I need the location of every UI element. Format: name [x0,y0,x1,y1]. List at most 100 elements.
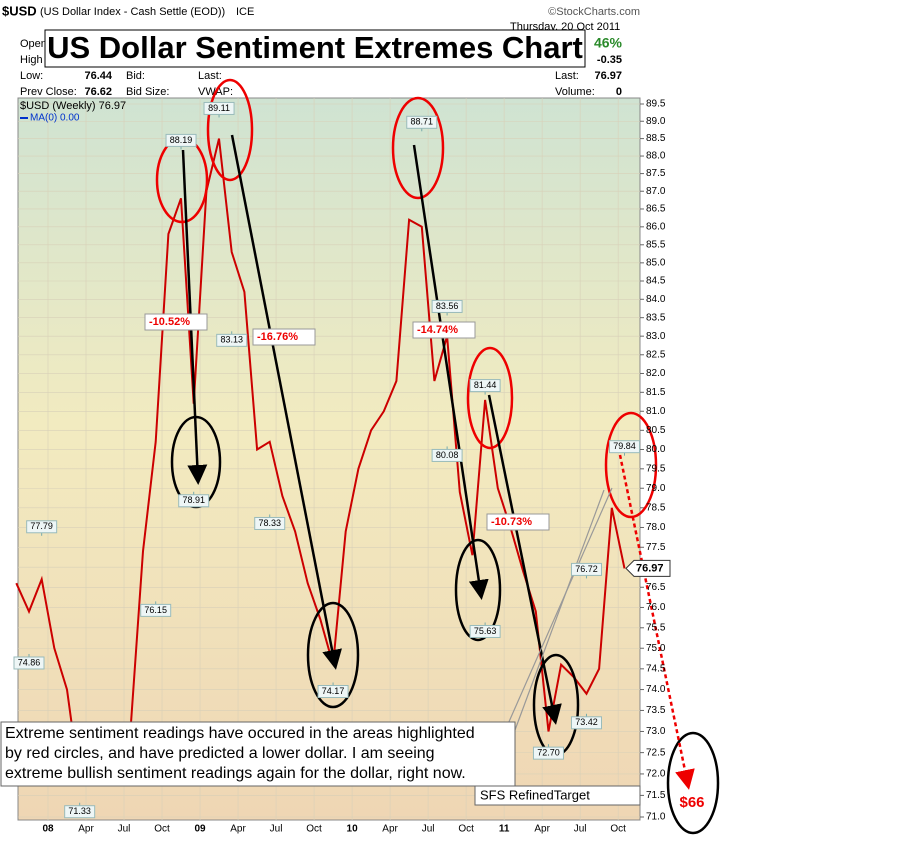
x-tick-label: Oct [306,824,322,835]
y-tick-label: 88.5 [646,133,666,144]
x-tick-label: 08 [42,824,54,835]
x-tick-label: 11 [499,824,510,835]
y-tick-label: 75.0 [646,643,666,654]
y-tick-label: 73.5 [646,705,666,716]
point-label: 76.72 [575,564,598,574]
y-tick-label: 78.0 [646,522,666,533]
high-label: High [20,54,43,66]
x-tick-label: Oct [458,824,474,835]
y-tick-label: 83.5 [646,312,666,323]
y-tick-label: 85.5 [646,239,666,250]
symbol: $USD [2,3,37,18]
y-tick-label: 89.0 [646,116,666,127]
plot-area [17,97,641,821]
last-tag [625,559,671,577]
y-tick-label: 80.5 [646,425,666,436]
credit: ©StockCharts.com [548,6,640,18]
point-label-box [532,746,564,760]
x-tick-label: Jul [422,824,435,835]
point-label-box [140,603,172,617]
open-label: Open [20,38,47,50]
y-tick-label: 84.5 [646,276,666,287]
y-tick-label: 84.0 [646,294,666,305]
y-tick-label: 76.0 [646,602,666,613]
description: (US Dollar Index - Cash Settle (EOD)) [40,6,225,18]
x-tick-label: Apr [230,824,246,835]
x-tick-label: Apr [382,824,398,835]
pct-change: 46% [594,35,623,51]
move-box [486,513,550,531]
move-box [252,328,316,346]
y-tick-label: 88.0 [646,151,666,162]
move-label: -10.73% [491,516,532,528]
red-circle [206,78,254,182]
x-tick-label: Oct [610,824,626,835]
note-box [0,721,516,787]
y-tick-label: 77.5 [646,542,666,553]
point-label: 78.33 [258,518,281,528]
y-tick-label: 78.5 [646,502,666,513]
point-label-box [469,379,501,393]
move-box [412,321,476,339]
target-arrow [618,454,695,790]
point-label-box [64,805,96,819]
note-line: extreme bullish sentiment readings again… [5,765,466,782]
point-label-box [317,685,349,699]
target-label: SFS RefinedTarget [480,787,590,802]
point-label: 76.15 [144,605,167,615]
y-tick-label: 71.0 [646,812,666,823]
y-tick-label: 81.0 [646,406,666,417]
y-tick-label: 86.5 [646,204,666,215]
red-circle [391,96,445,200]
x-tick-label: Jul [574,824,587,835]
low: 76.44 [84,70,112,82]
last-tag-label: 76.97 [636,562,664,574]
point-label: 79.84 [613,441,636,451]
y-tick-label: 80.0 [646,444,666,455]
x-tick-label: Apr [534,824,550,835]
point-label-box [469,624,501,638]
y-tick-label: 72.5 [646,747,666,758]
y-tick-label: 87.0 [646,186,666,197]
x-tick-label: Apr [78,824,94,835]
y-tick-label: 79.5 [646,463,666,474]
y-tick-label: 71.5 [646,790,666,801]
arrow [412,144,489,600]
black-circle [306,601,360,709]
point-label-box [431,299,463,313]
title-box [44,29,586,68]
y-tick-label: 75.5 [646,622,666,633]
exchange: ICE [236,6,254,18]
chart-title: US Dollar Sentiment Extremes Chart [47,30,583,65]
point-label: 88.19 [170,135,193,145]
point-label: 75.63 [474,626,497,636]
x-tick-label: Oct [154,824,170,835]
last: 76.97 [594,70,622,82]
x-tick-label: 09 [194,824,206,835]
move-label: -14.74% [417,324,458,336]
y-tick-label: 74.5 [646,663,666,674]
last-label: Last: [555,70,579,82]
y-tick-label: 87.5 [646,168,666,179]
low-label: Low: [20,70,43,82]
point-label: 78.91 [182,495,205,505]
prev-close: 76.62 [84,86,112,98]
legend-entry: $USD (Weekly) 76.97 [20,100,126,112]
point-label: 74.17 [322,686,345,696]
point-label-box [254,516,286,530]
point-label: 72.70 [537,748,560,758]
point-label: 77.79 [30,521,53,531]
point-label: 74.86 [18,657,41,667]
point-label-box [13,656,45,670]
red-circle [604,411,658,519]
point-label: 71.33 [68,806,91,816]
y-tick-label: 73.0 [646,726,666,737]
move-label: -16.76% [257,331,298,343]
bid-size-label: Bid Size: [126,86,169,98]
point-label: 73.42 [575,717,598,727]
arrow [230,134,342,670]
point-label: 83.56 [436,301,459,311]
last-label: Last: [198,70,222,82]
y-tick-label: 82.5 [646,349,666,360]
y-tick-label: 82.0 [646,368,666,379]
